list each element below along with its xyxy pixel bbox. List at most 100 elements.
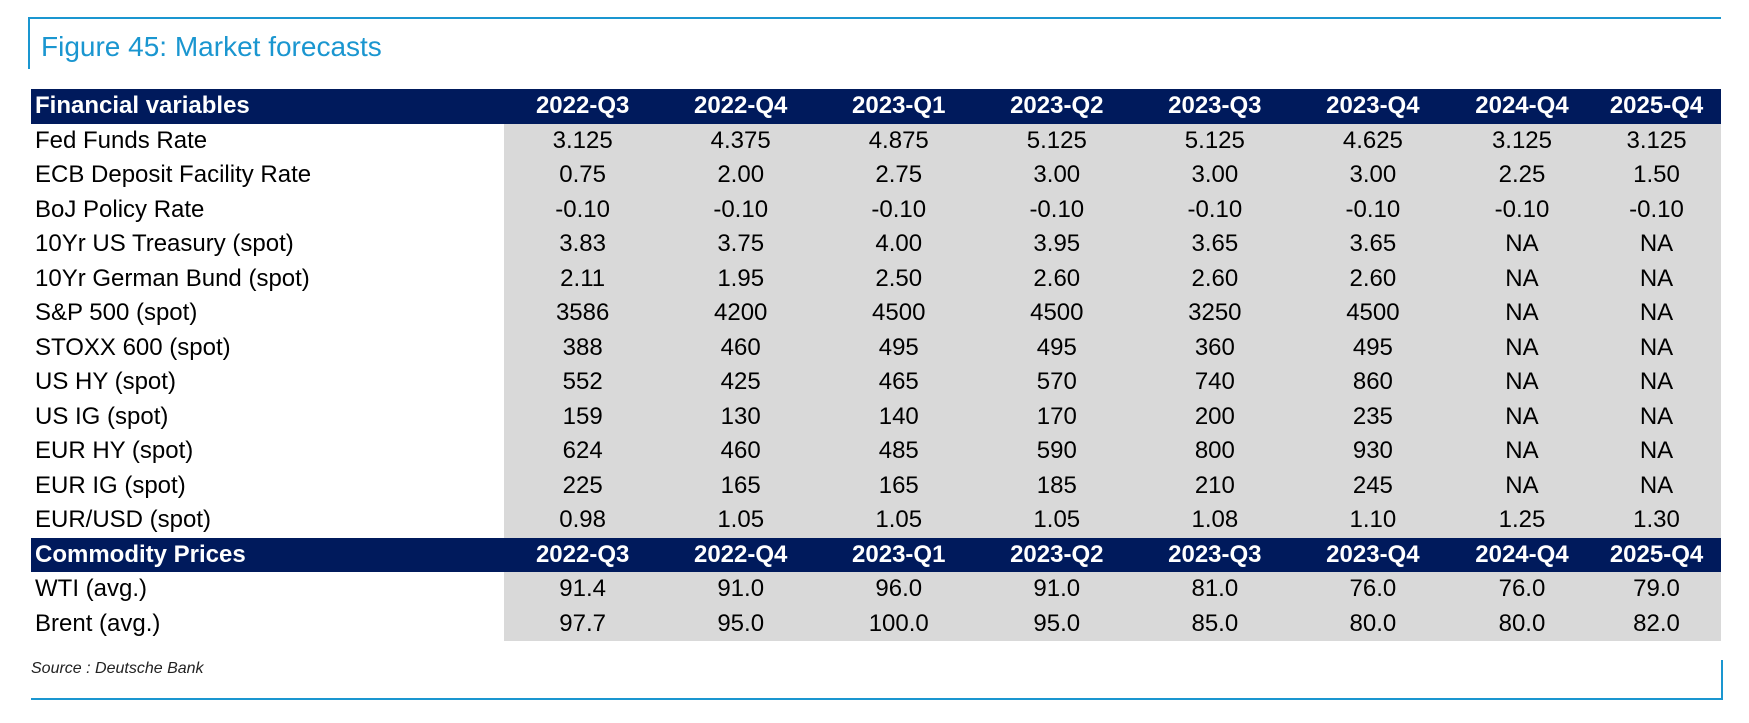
- table-cell: 3250: [1135, 296, 1294, 331]
- table-cell: 91.0: [977, 572, 1136, 607]
- frame-top-line: [28, 17, 1721, 19]
- table-cell: 425: [661, 365, 820, 400]
- table-cell: 2.25: [1451, 158, 1593, 193]
- column-header: 2023-Q2: [977, 537, 1136, 572]
- row-label: EUR IG (spot): [31, 468, 504, 503]
- table-cell: -0.10: [503, 192, 662, 227]
- row-label: 10Yr US Treasury (spot): [31, 227, 504, 262]
- row-label: Fed Funds Rate: [31, 123, 504, 158]
- table-cell: 170: [977, 399, 1136, 434]
- table-cell: 1.25: [1451, 503, 1593, 538]
- column-header: 2023-Q4: [1293, 537, 1452, 572]
- table-cell: 3.83: [503, 227, 662, 262]
- table-cell: 3.00: [1293, 158, 1452, 193]
- table-cell: 82.0: [1592, 606, 1721, 641]
- column-header: 2024-Q4: [1451, 89, 1593, 124]
- table-cell: 2.11: [503, 261, 662, 296]
- row-label: 10Yr German Bund (spot): [31, 261, 504, 296]
- table-cell: NA: [1451, 365, 1593, 400]
- table-row: EUR/USD (spot) 0.98 1.05 1.05 1.05 1.08 1.10 1.…: [31, 503, 1721, 538]
- table-cell: 1.95: [661, 261, 820, 296]
- table-cell: NA: [1451, 227, 1593, 262]
- table-cell: 5.125: [977, 123, 1136, 158]
- table-row: Brent (avg.) 97.7 95.0 100.0 95.0 85.0 80.0 80.…: [31, 606, 1721, 641]
- table-cell: NA: [1592, 296, 1721, 331]
- column-header: 2025-Q4: [1592, 537, 1721, 572]
- table-row: EUR HY (spot) 624 460 485 590 800 930 NA NA: [31, 434, 1721, 469]
- section-header-row: Commodity Prices 2022-Q3 2022-Q4 2023-Q1 202…: [31, 537, 1721, 572]
- table-cell: 624: [503, 434, 662, 469]
- table-cell: 165: [661, 468, 820, 503]
- table-row: BoJ Policy Rate -0.10 -0.10 -0.10 -0.10 -0.10…: [31, 192, 1721, 227]
- frame-left-line: [28, 17, 30, 69]
- table-cell: NA: [1592, 468, 1721, 503]
- column-header: 2022-Q4: [661, 89, 820, 124]
- table-cell: 97.7: [503, 606, 662, 641]
- row-label: S&P 500 (spot): [31, 296, 504, 331]
- table-row: Fed Funds Rate 3.125 4.375 4.875 5.125 5.125 4…: [31, 123, 1721, 158]
- table-row: STOXX 600 (spot) 388 460 495 495 360 495 NA NA: [31, 330, 1721, 365]
- row-label: EUR HY (spot): [31, 434, 504, 469]
- table-cell: 1.05: [661, 503, 820, 538]
- table-cell: -0.10: [819, 192, 978, 227]
- row-label: WTI (avg.): [31, 572, 504, 607]
- section-header-label: Commodity Prices: [31, 537, 504, 572]
- table-cell: 388: [503, 330, 662, 365]
- table-cell: NA: [1592, 227, 1721, 262]
- table-cell: 4500: [1293, 296, 1452, 331]
- table-row: 10Yr US Treasury (spot) 3.83 3.75 4.00 3.95 3…: [31, 227, 1721, 262]
- table-cell: NA: [1451, 330, 1593, 365]
- table-cell: 570: [977, 365, 1136, 400]
- table-cell: NA: [1592, 330, 1721, 365]
- table-cell: 159: [503, 399, 662, 434]
- table-cell: 1.05: [819, 503, 978, 538]
- table-cell: 495: [1293, 330, 1452, 365]
- table-cell: 2.75: [819, 158, 978, 193]
- table-cell: 85.0: [1135, 606, 1294, 641]
- table-cell: NA: [1592, 261, 1721, 296]
- forecast-table: Financial variables 2022-Q3 2022-Q4 2023-Q1…: [31, 89, 1721, 641]
- table-cell: 495: [819, 330, 978, 365]
- table-cell: 3586: [503, 296, 662, 331]
- table-cell: -0.10: [1293, 192, 1452, 227]
- table-cell: 130: [661, 399, 820, 434]
- table-cell: 96.0: [819, 572, 978, 607]
- table-cell: 80.0: [1451, 606, 1593, 641]
- table-cell: 485: [819, 434, 978, 469]
- table-cell: 2.60: [1293, 261, 1452, 296]
- table-cell: 4.875: [819, 123, 978, 158]
- column-header: 2023-Q4: [1293, 89, 1452, 124]
- row-label: BoJ Policy Rate: [31, 192, 504, 227]
- table-cell: NA: [1592, 434, 1721, 469]
- column-header: 2023-Q2: [977, 89, 1136, 124]
- table-cell: 3.95: [977, 227, 1136, 262]
- row-label: US HY (spot): [31, 365, 504, 400]
- table-cell: 4200: [661, 296, 820, 331]
- row-label: Brent (avg.): [31, 606, 504, 641]
- table-cell: 100.0: [819, 606, 978, 641]
- table-row: S&P 500 (spot) 3586 4200 4500 4500 3250 4500 NA…: [31, 296, 1721, 331]
- section-header-label: Financial variables: [31, 89, 504, 124]
- column-header: 2023-Q1: [819, 89, 978, 124]
- row-label: ECB Deposit Facility Rate: [31, 158, 504, 193]
- column-header: 2025-Q4: [1592, 89, 1721, 124]
- table-cell: 5.125: [1135, 123, 1294, 158]
- table-body: Financial variables 2022-Q3 2022-Q4 2023-Q1…: [31, 89, 1721, 641]
- table-cell: 460: [661, 330, 820, 365]
- table-cell: 3.125: [503, 123, 662, 158]
- table-cell: NA: [1451, 399, 1593, 434]
- table-row: WTI (avg.) 91.4 91.0 96.0 91.0 81.0 76.0 76.0 79…: [31, 572, 1721, 607]
- table-cell: 4500: [819, 296, 978, 331]
- table-cell: NA: [1451, 296, 1593, 331]
- column-header: 2022-Q4: [661, 537, 820, 572]
- column-header: 2023-Q3: [1135, 89, 1294, 124]
- row-label: US IG (spot): [31, 399, 504, 434]
- table-cell: 3.00: [977, 158, 1136, 193]
- table-cell: 3.65: [1135, 227, 1294, 262]
- table-cell: 930: [1293, 434, 1452, 469]
- table-cell: 245: [1293, 468, 1452, 503]
- table-cell: NA: [1592, 365, 1721, 400]
- table-cell: 3.125: [1451, 123, 1593, 158]
- table-cell: 200: [1135, 399, 1294, 434]
- table-cell: -0.10: [1592, 192, 1721, 227]
